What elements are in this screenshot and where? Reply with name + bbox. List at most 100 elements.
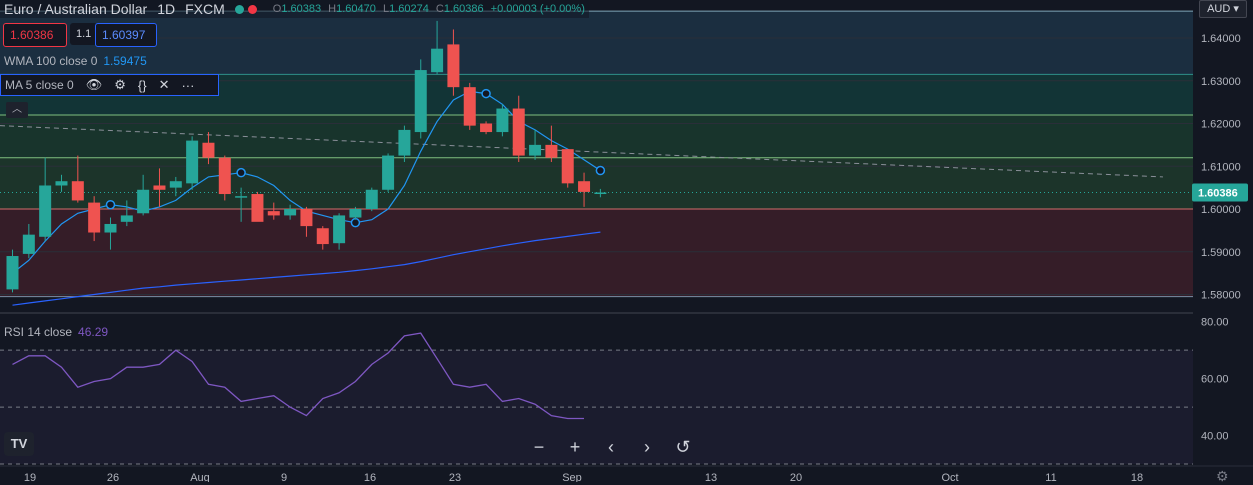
candle [6,249,19,293]
candle [316,226,329,250]
low-value: 1.60274 [389,3,429,15]
time-tick-label: 16 [364,472,376,482]
candle-body [578,181,591,192]
zone-band [0,209,1193,297]
ma-label: MA 5 close 0 [5,78,74,92]
candle-body [186,140,199,184]
gear-icon[interactable]: ⚙ [114,77,126,92]
candle-body [333,215,346,244]
candle-body [300,209,313,227]
price-tick-label: 1.63000 [1201,76,1241,88]
time-tick-label: Oct [941,472,958,482]
sell-button[interactable]: 1.60386 [3,23,67,47]
price-tick-label: 1.64000 [1201,33,1241,45]
close-label: C [435,3,444,15]
candle [382,153,395,192]
market-open-icon [234,4,244,14]
candle-body [137,189,150,214]
candle [71,155,84,203]
time-tick-label: 19 [24,472,36,482]
candle-body [561,149,574,184]
time-tick-label: 13 [705,472,717,482]
candle-body [218,157,231,195]
reset-chart-button[interactable]: ↺ [675,437,691,457]
candle [447,29,460,96]
spread-value: 1.1 [70,23,98,45]
candle-body [169,181,182,188]
time-tick-label: 26 [107,472,119,482]
candle-body [512,108,525,156]
interval-label[interactable]: 1D [157,1,176,17]
candle-body [284,209,297,216]
chart-settings-icon[interactable]: ⚙ [1216,468,1229,484]
ma-marker [105,199,116,210]
candle [88,196,101,242]
candle [594,188,607,198]
ma-marker [595,165,606,176]
zone-band [0,11,1193,75]
zoom-out-button[interactable]: − [533,437,545,457]
price-axis-bg [1193,0,1253,482]
collapse-legend-button[interactable]: ︿ [6,102,28,118]
rsi-tick-label: 40.00 [1201,431,1229,443]
candle [22,223,35,259]
candle [431,20,444,75]
candle-body [365,189,378,209]
candle [39,157,52,242]
wma-value: 1.59475 [103,54,147,68]
rsi-tick-label: 80.00 [1201,317,1229,329]
rsi-tick-label: 60.00 [1201,374,1229,386]
open-label: O [272,3,282,15]
tradingview-logo[interactable]: TV [4,432,34,456]
candle-body [414,70,427,133]
candle [333,213,346,250]
candle [512,95,525,162]
scroll-left-button[interactable]: ‹ [608,437,614,457]
candle-body [6,256,19,290]
candle-body [39,185,52,237]
chevron-up-icon: ︿ [12,104,22,115]
eye-icon[interactable]: 👁 [85,77,103,92]
braces-icon[interactable]: {} [137,77,147,93]
candle [300,206,313,237]
time-tick-label: 18 [1131,472,1143,482]
candle-body [71,181,84,201]
candle [169,176,182,197]
candle [251,191,264,222]
wma-label: WMA 100 close 0 [4,54,98,68]
candle [284,204,297,220]
time-tick-label: 23 [449,472,461,482]
candle-body [267,211,280,216]
candle [235,187,248,222]
candle [202,132,215,165]
alert-icon [247,4,257,14]
wma-legend[interactable]: WMA 100 close 0 1.59475 [0,54,147,68]
candle [545,125,558,162]
candle [398,125,411,162]
symbol-title[interactable]: Euro / Australian Dollar [4,1,148,17]
currency-selector[interactable]: AUD ▾ [1199,0,1247,18]
candle [218,155,231,201]
zoom-in-button[interactable]: + [569,437,581,457]
candle [349,206,362,220]
candle-body [153,185,166,190]
buy-button[interactable]: 1.60397 [95,23,157,47]
more-icon[interactable]: ··· [181,77,195,93]
ohlc-values: O1.60383 H1.60470 L1.60274 C1.60386 +0.0… [273,3,585,15]
close-icon[interactable]: ✕ [158,77,170,92]
candle [365,187,378,212]
rsi-line [12,332,584,420]
rsi-legend[interactable]: RSI 14 close 46.29 [4,325,108,339]
ma-legend[interactable]: MA 5 close 0 👁 ⚙ {} ✕ ··· [0,74,219,96]
price-tick-label: 1.58000 [1201,290,1241,302]
candle [104,217,117,250]
rsi-label: RSI 14 close [4,325,73,339]
time-tick-label: 20 [790,472,802,482]
candle-body [316,228,329,245]
scroll-right-button[interactable]: › [644,437,650,457]
price-tick-label: 1.62000 [1201,119,1241,131]
wma-100-line [12,231,601,306]
chevron-down-icon: ▾ [1233,3,1239,15]
candle-body [529,144,542,156]
